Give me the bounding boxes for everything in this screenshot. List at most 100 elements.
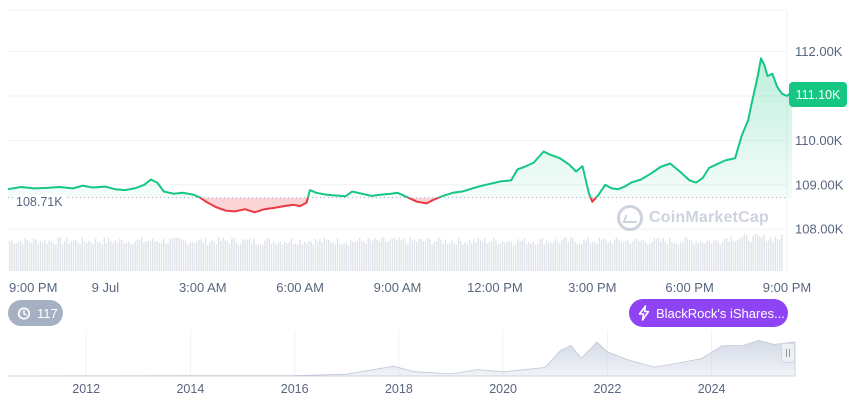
volume-bar xyxy=(178,238,180,271)
volume-bar xyxy=(627,240,629,271)
volume-bar xyxy=(39,241,42,271)
volume-bar xyxy=(409,237,411,271)
volume-bar xyxy=(193,243,196,271)
volume-bar xyxy=(319,239,321,271)
volume-bar xyxy=(220,241,222,271)
volume-bar xyxy=(455,244,457,271)
volume-bar xyxy=(776,239,779,271)
volume-bar xyxy=(61,244,64,271)
volume-bar xyxy=(350,240,352,271)
volume-bar xyxy=(24,238,26,271)
volume-bar xyxy=(46,243,48,271)
volume-bar xyxy=(28,241,31,271)
volume-bar xyxy=(189,242,191,271)
volume-bar xyxy=(303,241,306,271)
volume-bar xyxy=(64,241,66,271)
volume-bar xyxy=(640,240,642,271)
volume-bar xyxy=(671,242,673,271)
volume-bar xyxy=(160,243,163,271)
volume-bar xyxy=(259,244,262,271)
volume-bar xyxy=(752,235,754,271)
volume-bar xyxy=(741,236,743,271)
volume-bar xyxy=(440,239,442,271)
volume-bar xyxy=(182,239,185,271)
volume-bar xyxy=(625,240,627,271)
current-price-badge: 111.10K xyxy=(789,82,847,107)
news-event-text: BlackRock's iShares... xyxy=(656,305,785,321)
volume-bar xyxy=(20,240,22,271)
x-tick-label: 9:00 AM xyxy=(374,280,422,295)
volume-bar xyxy=(207,244,209,271)
price-area-up xyxy=(8,58,792,198)
volume-bar xyxy=(308,241,310,271)
volume-bar xyxy=(728,242,730,271)
volume-bar xyxy=(92,243,94,271)
volume-bar xyxy=(471,243,473,271)
volume-bar xyxy=(614,239,616,271)
volume-bar xyxy=(488,242,490,271)
volume-bar xyxy=(169,238,171,271)
volume-bar xyxy=(97,242,99,271)
volume-bar xyxy=(585,240,587,271)
volume-bar xyxy=(506,241,508,271)
news-event-button[interactable]: BlackRock's iShares... xyxy=(629,299,788,327)
volume-bar xyxy=(218,237,220,271)
volume-bar xyxy=(651,242,653,271)
volume-bar xyxy=(317,241,319,271)
volume-bar xyxy=(339,244,341,271)
volume-bar xyxy=(548,242,550,271)
x-tick-label: 9:00 PM xyxy=(9,280,57,295)
volume-bar xyxy=(204,237,207,271)
volume-bar xyxy=(570,237,572,271)
volume-bar xyxy=(743,234,746,271)
volume-bar xyxy=(647,244,649,271)
price-line-group xyxy=(7,57,793,214)
range-navigator[interactable]: 2012 2014 2016 2018 2020 2022 2024 xyxy=(7,330,796,396)
volume-bar xyxy=(552,243,554,271)
volume-bar xyxy=(482,241,484,271)
volume-bar xyxy=(475,242,477,271)
volume-bar xyxy=(59,237,61,271)
volume-bar xyxy=(706,240,708,271)
volume-bar xyxy=(336,238,339,271)
volume-bar xyxy=(607,242,609,271)
volume-bar xyxy=(435,241,438,271)
volume-bar xyxy=(33,238,35,271)
volume-bar xyxy=(255,243,257,271)
range-drag-handle[interactable] xyxy=(781,343,795,363)
volume-bar xyxy=(158,242,160,271)
volume-bar xyxy=(400,239,402,271)
volume-bar xyxy=(424,241,427,271)
volume-bar xyxy=(589,242,592,271)
volume-bar xyxy=(53,243,55,271)
volume-bar xyxy=(325,239,328,271)
volume-bar xyxy=(253,238,255,271)
volume-bar xyxy=(737,239,739,271)
volume-bar xyxy=(295,243,297,271)
volume-bar xyxy=(658,237,660,271)
volume-bar xyxy=(376,239,378,271)
volume-bar xyxy=(611,243,614,271)
volume-bar xyxy=(264,240,266,271)
navigator-year-label: 2016 xyxy=(281,382,309,396)
volume-bar xyxy=(495,240,497,271)
volume-bar xyxy=(68,243,70,271)
volume-bar xyxy=(231,238,233,271)
volume-bar xyxy=(112,243,114,271)
x-tick-label: 9 Jul xyxy=(92,280,120,295)
volume-bar xyxy=(246,239,248,271)
volume-bar xyxy=(598,237,600,271)
volume-bar xyxy=(130,244,132,271)
volume-bar xyxy=(673,243,675,271)
price-line-up xyxy=(7,57,793,198)
volume-bar xyxy=(398,237,400,271)
volume-bar xyxy=(684,237,686,271)
volume-bar xyxy=(468,239,471,271)
volume-bar xyxy=(466,243,468,271)
events-count-button[interactable]: 117 xyxy=(8,300,63,326)
volume-bar xyxy=(444,239,446,271)
volume-bar xyxy=(746,235,748,271)
volume-bar xyxy=(396,240,398,271)
volume-bar xyxy=(559,243,561,271)
